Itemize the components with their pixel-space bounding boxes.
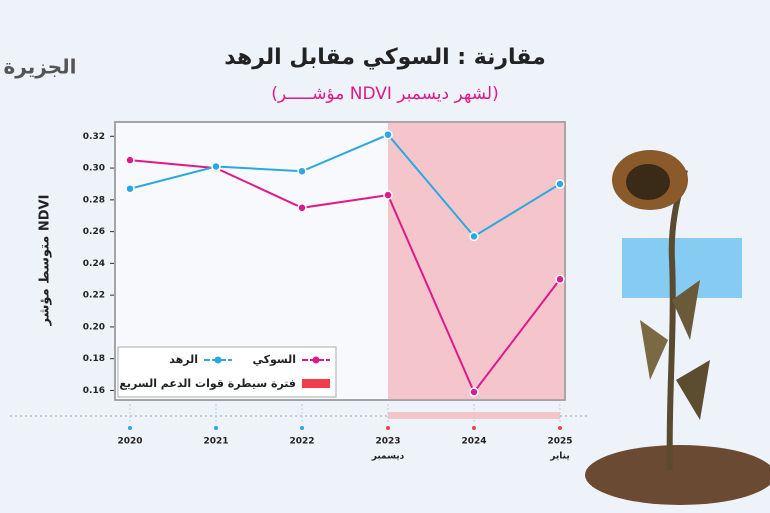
timeline-dot — [472, 426, 476, 430]
legend-label: السوكي — [252, 353, 296, 366]
series-line — [129, 133, 561, 238]
y-tick-label: 0.18 — [83, 354, 105, 364]
x-tick-label: 2020 — [117, 437, 142, 447]
y-tick-label: 0.26 — [83, 227, 105, 237]
legend-swatch — [302, 379, 330, 388]
plot-frame — [114, 121, 566, 401]
x-tick-label: 2021 — [203, 437, 228, 447]
timeline-dot — [128, 426, 132, 430]
chart-title: مقارنة : السوكي مقابل الرهد — [224, 45, 546, 70]
legend-box — [117, 346, 337, 398]
data-point — [555, 179, 565, 189]
legend: السوكي الرهد فترة سيطرة قوات الدعم السريع — [117, 346, 337, 398]
y-tick-label: 0.30 — [83, 164, 105, 174]
timeline-dot — [214, 426, 218, 430]
y-tick-label: 0.16 — [83, 386, 105, 396]
data-point — [469, 387, 479, 397]
series-line — [129, 159, 561, 395]
y-tick-label: 0.24 — [83, 259, 105, 269]
legend-swatch — [214, 356, 222, 364]
legend-swatch — [312, 356, 320, 364]
timeline-dot — [558, 426, 562, 430]
chart-subtitle: (مؤشـــــر NDVI لشهر ديسمبر) — [271, 84, 498, 104]
x-tick-label: 2024 — [461, 437, 486, 447]
data-point — [383, 129, 393, 140]
y-tick-label: 0.22 — [83, 291, 105, 301]
x-tick-label: 2025 — [547, 437, 572, 447]
logo: الجزيرة — [4, 55, 77, 79]
legend-label: الرهد — [169, 353, 198, 366]
data-point — [125, 155, 135, 165]
data-point — [297, 203, 307, 213]
data-point — [211, 161, 221, 172]
y-tick-label: 0.32 — [83, 132, 105, 142]
timeline-dot — [386, 426, 390, 430]
highlight-region — [388, 122, 565, 400]
x-tick-sublabel: يناير — [549, 452, 569, 462]
data-point — [555, 274, 565, 285]
data-point — [383, 190, 393, 200]
x-tick-label: 2023 — [375, 437, 400, 447]
data-point — [469, 231, 479, 242]
timeline-dot — [300, 426, 304, 430]
x-tick-label: 2022 — [289, 437, 314, 447]
data-point — [125, 183, 135, 194]
y-tick-label: 0.28 — [83, 195, 105, 205]
legend-label: فترة سيطرة قوات الدعم السريع — [119, 377, 296, 390]
y-axis-label: متوسط مؤشر NDVI — [38, 195, 53, 327]
data-point — [297, 166, 307, 176]
timeline-highlight — [388, 412, 560, 419]
x-tick-sublabel: ديسمبر — [371, 452, 405, 462]
decoration — [585, 150, 770, 505]
y-tick-label: 0.20 — [83, 322, 105, 332]
